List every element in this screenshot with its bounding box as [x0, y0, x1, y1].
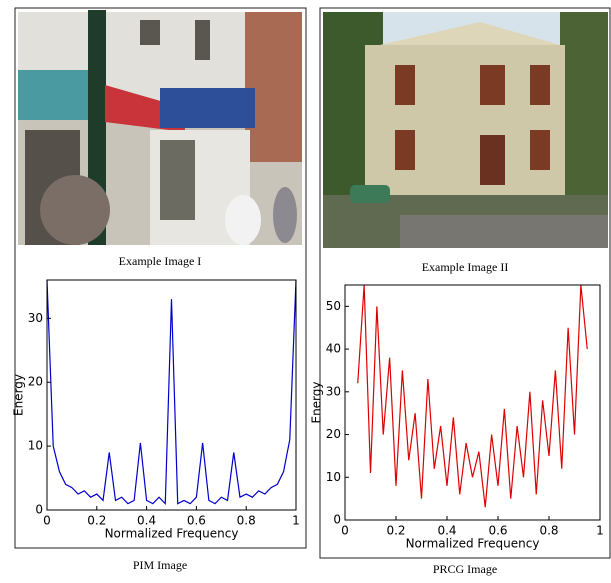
x-tick-label: 0.6	[488, 524, 507, 538]
y-tick-label: 20	[326, 427, 341, 441]
photo-street	[18, 10, 302, 245]
y-axis-label: Energy	[12, 374, 26, 416]
y-tick-label: 30	[28, 311, 43, 325]
plot-frame	[344, 284, 601, 521]
x-tick-label: 1	[292, 514, 300, 528]
y-tick-label: 50	[326, 299, 341, 313]
x-tick-label: 0.8	[539, 524, 558, 538]
x-tick-label: 0	[341, 524, 349, 538]
data-line	[357, 284, 588, 508]
photo-house	[323, 12, 608, 248]
plot-frame	[46, 279, 297, 511]
x-tick-label: 0	[43, 514, 51, 528]
x-tick-label: 0.6	[187, 514, 206, 528]
y-axis-label: Energy	[310, 381, 324, 423]
x-tick-label: 0.4	[437, 524, 456, 538]
x-axis-label: Normalized Frequency	[105, 527, 239, 541]
x-tick-label: 0.2	[87, 514, 106, 528]
image-caption: Example Image II	[422, 260, 509, 274]
x-tick-label: 0.4	[137, 514, 156, 528]
data-line	[46, 279, 297, 506]
y-tick-label: 40	[326, 342, 341, 356]
x-tick-label: 1	[596, 524, 604, 538]
panel-caption: PIM Image	[133, 558, 187, 572]
panel-border	[14, 7, 307, 549]
panel-border	[319, 7, 611, 559]
image-caption: Example Image I	[119, 254, 202, 268]
y-tick-label: 0	[333, 513, 341, 527]
y-tick-label: 10	[28, 439, 43, 453]
y-tick-label: 0	[35, 503, 43, 517]
y-tick-label: 30	[326, 384, 341, 398]
x-axis-label: Normalized Frequency	[406, 537, 540, 551]
y-tick-label: 20	[28, 375, 43, 389]
panel-caption: PRCG Image	[433, 562, 497, 576]
x-tick-label: 0.2	[386, 524, 405, 538]
x-tick-label: 0.8	[237, 514, 256, 528]
y-tick-label: 10	[326, 470, 341, 484]
